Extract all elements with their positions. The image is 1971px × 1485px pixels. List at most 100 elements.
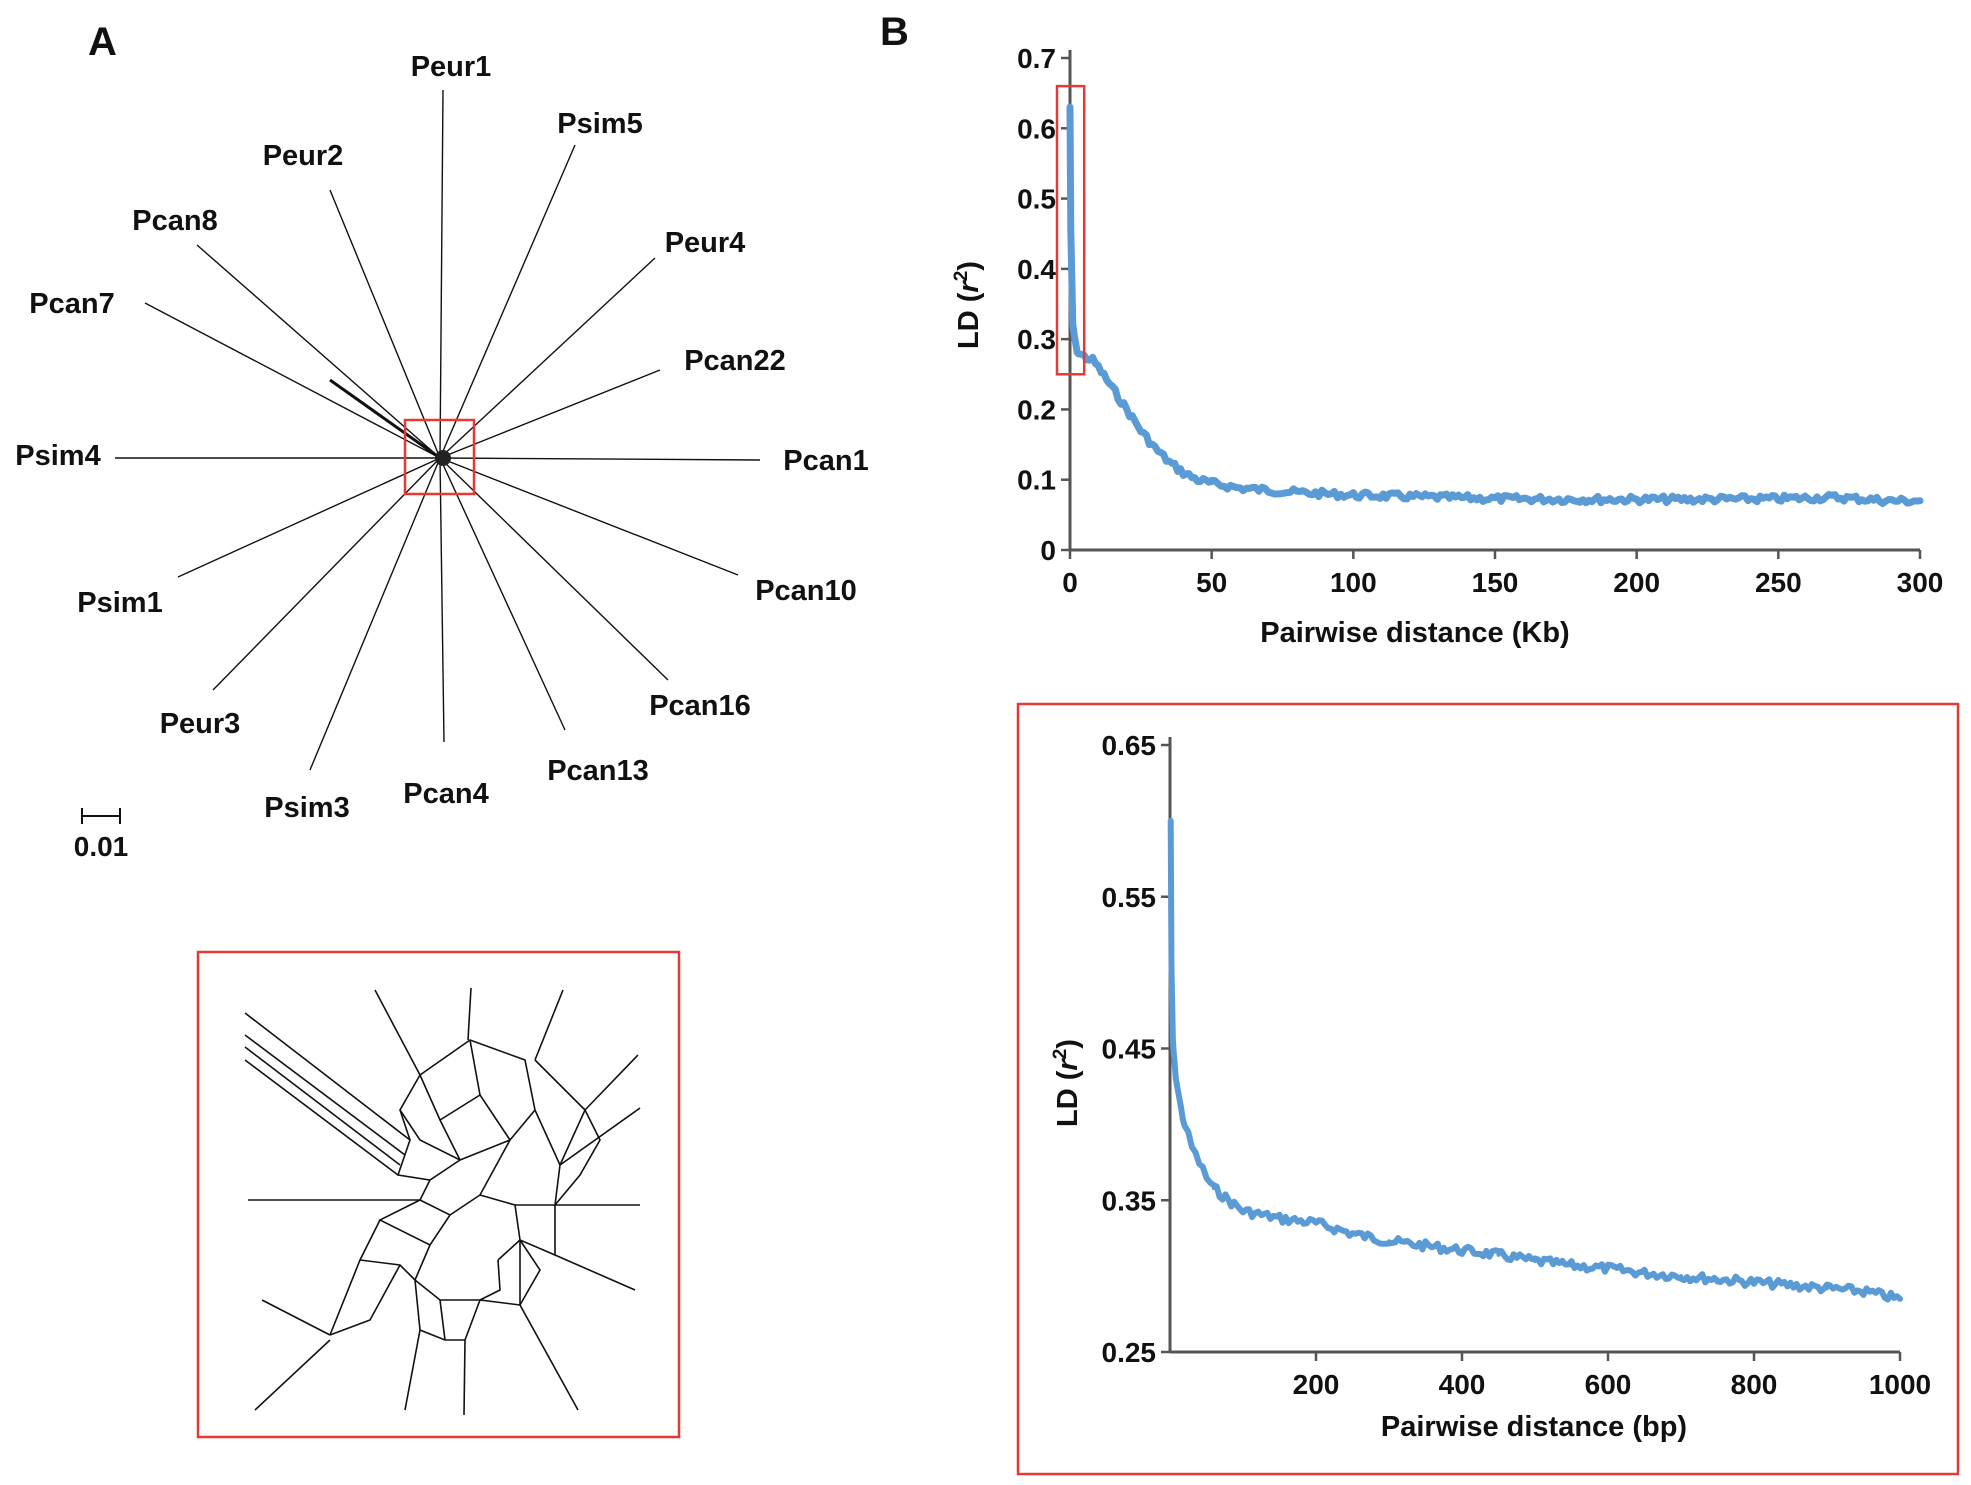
network-edge-pcan16	[439, 457, 669, 681]
chart1-data-point	[1096, 365, 1101, 370]
network-edge-psim1	[177, 457, 441, 578]
chart2-data-point	[1679, 1274, 1683, 1279]
panel-a-label: A	[88, 20, 117, 64]
chart1-ylabel-close: )	[953, 261, 985, 271]
taxon-label-pcan7: Pcan7	[29, 288, 114, 320]
chart1-data-point	[1889, 498, 1894, 503]
chart1-data-point	[1776, 496, 1781, 501]
chart1-ylabel-sup: 2	[951, 271, 972, 282]
chart1-x-tick-label: 300	[1897, 567, 1944, 598]
taxon-label-pcan8: Pcan8	[132, 205, 217, 237]
chart1-data-point	[1153, 446, 1157, 451]
chart1-data-point	[1238, 486, 1242, 491]
chart1-data-point	[1195, 477, 1200, 482]
chart1-x-tick-label: 0	[1062, 567, 1078, 598]
chart1-data-point	[1070, 323, 1075, 328]
chart1-x-tick-label: 250	[1755, 567, 1802, 598]
chart1-data-point	[1076, 351, 1081, 356]
chart1-ylabel-main: LD (	[953, 292, 985, 349]
network-center-cluster	[435, 450, 451, 466]
chart2-x-tick-label: 200	[1293, 1369, 1340, 1400]
chart1-data-point	[1493, 496, 1497, 501]
network-edge-pcan7	[144, 302, 441, 459]
chart1-y-tick-label: 0.1	[1017, 465, 1056, 496]
chart2-data-point	[1496, 1252, 1501, 1257]
chart2-data-point	[1277, 1216, 1282, 1221]
chart1-y-tick-label: 0.7	[1017, 43, 1056, 74]
taxon-label-pcan22: Pcan22	[684, 345, 786, 377]
chart1-data-point	[1068, 231, 1073, 236]
chart1-data-point	[1090, 358, 1095, 363]
network-edge-pcan4	[439, 457, 445, 743]
chart2-y-tick-label: 0.65	[1102, 730, 1157, 761]
chart2-data-point	[1460, 1248, 1464, 1253]
chart1-data-point	[1073, 344, 1078, 349]
chart1-data-point	[1833, 495, 1837, 500]
chart2-data-point	[1226, 1198, 1231, 1203]
chart2-data-point	[1606, 1266, 1610, 1271]
chart2-ylabel-main: LD (	[1052, 1070, 1084, 1127]
chart2-data-point	[1533, 1258, 1537, 1263]
chart2-x-tick-label: 800	[1731, 1369, 1778, 1400]
chart2-ylabel-sup: 2	[1050, 1049, 1071, 1060]
network-edge-peur4	[439, 257, 656, 459]
chart1-data-point	[1209, 481, 1214, 486]
chart2-x-tick-label: 400	[1439, 1369, 1486, 1400]
chart1-data-point	[1266, 488, 1271, 493]
chart2-data-point	[1172, 1061, 1177, 1066]
splits-network: Peur1 Psim5 Peur2 Peur4 Pcan8 Pcan7 Pcan22 Psim…	[15, 51, 868, 824]
chart1-data-point	[1634, 497, 1639, 502]
taxon-label-peur3: Peur3	[160, 708, 241, 740]
chart2-data-point	[1178, 1107, 1183, 1112]
chart2-data-point	[1204, 1175, 1209, 1180]
chart2-data-point	[1752, 1280, 1756, 1285]
chart2-data-point	[1170, 1038, 1175, 1043]
network-edge-pcan10	[439, 457, 739, 576]
chart2-data-point	[1898, 1296, 1902, 1301]
network-edge-psim3	[309, 457, 441, 771]
taxon-label-pcan10: Pcan10	[755, 575, 857, 607]
chart1-data-point	[1110, 386, 1115, 391]
chart1-ylabel-var: r	[953, 280, 985, 293]
chart2-data-point	[1387, 1239, 1391, 1244]
chart2-data-point	[1175, 1084, 1180, 1089]
chart2-y-tick-label: 0.25	[1102, 1337, 1157, 1368]
chart2-data-point	[1168, 818, 1173, 823]
chart2-y-tick-label: 0.45	[1102, 1034, 1157, 1065]
network-edge-psim5	[439, 144, 576, 459]
taxon-label-psim3: Psim3	[264, 792, 349, 824]
taxon-label-psim5: Psim5	[557, 108, 642, 140]
chart2-ylabel: LD (r2)	[1050, 1039, 1084, 1127]
chart2-data-point	[1169, 970, 1174, 975]
taxon-label-peur1: Peur1	[411, 51, 492, 83]
chart2-y-tick-label: 0.35	[1102, 1185, 1157, 1216]
ld-decay-zoom-chart: 0.25 0.35 0.45 0.55 0.65 200 400 600 800 1000	[1102, 730, 1932, 1400]
chart2-data-point	[1861, 1289, 1866, 1294]
chart1-y-tick-label: 0.2	[1017, 394, 1056, 425]
ld-decay-chart: 0 0.1 0.2 0.3 0.4 0.5 0.6 0.7 0 50 100 150 200 250 300	[1017, 43, 1943, 598]
chart2-ylabel-var: r	[1052, 1058, 1084, 1071]
taxon-label-peur4: Peur4	[665, 227, 746, 259]
network-edge-pcan22	[439, 369, 661, 459]
network-edge-bundle	[329, 378, 441, 460]
chart2-data-point	[1788, 1283, 1793, 1288]
chart1-data-point	[1578, 497, 1582, 502]
chart1-data-point	[1068, 105, 1072, 110]
chart1-xlabel: Pairwise distance (Kb)	[1260, 617, 1569, 649]
chart2-ylabel-close: )	[1052, 1039, 1084, 1049]
chart1-y-tick-label: 0.4	[1017, 254, 1056, 285]
chart2-data-point	[1569, 1263, 1574, 1268]
network-edge-peur3	[212, 457, 441, 691]
taxon-label-pcan4: Pcan4	[403, 778, 488, 810]
chart1-data-point	[1167, 460, 1172, 465]
chart1-data-point	[1918, 498, 1922, 503]
chart1-x-tick-label: 100	[1330, 567, 1377, 598]
chart1-y-tick-label: 0	[1040, 535, 1056, 566]
network-inset	[244, 987, 641, 1416]
chart1-x-tick-label: 150	[1472, 567, 1519, 598]
chart1-data-point	[1294, 490, 1299, 495]
chart2-data-point	[1350, 1231, 1355, 1236]
chart2-x-tick-label: 600	[1585, 1369, 1632, 1400]
chart2-data-point	[1211, 1186, 1216, 1191]
taxon-label-peur2: Peur2	[263, 140, 344, 172]
